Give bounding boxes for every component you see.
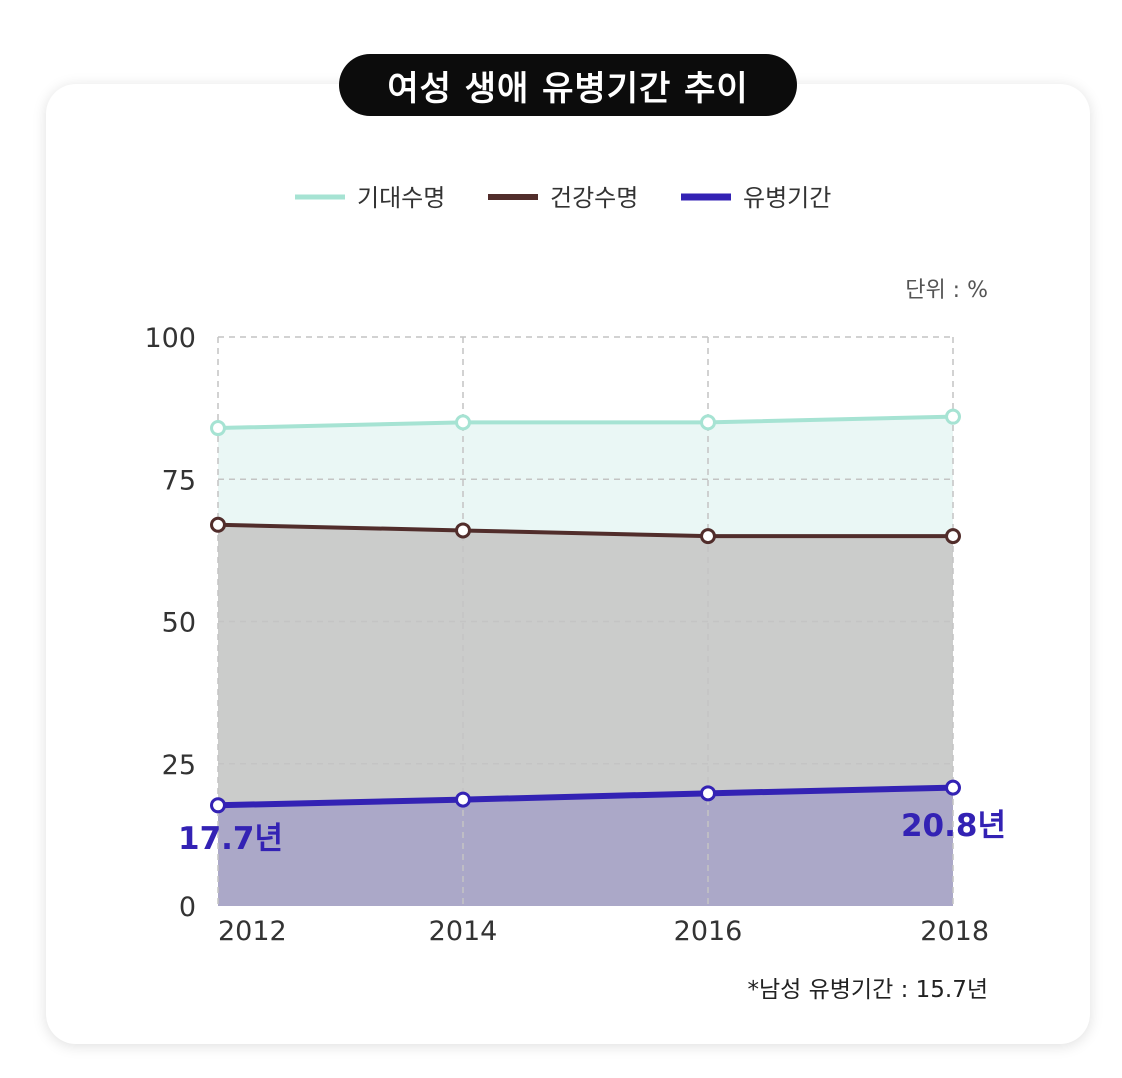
chart-title: 여성 생애 유병기간 추이: [339, 54, 797, 116]
healthy-life-point-2018: [945, 528, 961, 545]
morbidity-line: [217, 784, 954, 809]
morbidity-point-2018: [945, 779, 961, 796]
legend-label: 기대수명: [357, 184, 445, 212]
y-tick-label: 75: [162, 465, 196, 496]
legend-label: 건강수명: [550, 184, 638, 212]
x-tick-label: 2016: [674, 916, 743, 947]
footnote: *남성 유병기간 : 15.7년: [747, 977, 988, 1003]
x-tick-label: 2014: [429, 916, 498, 947]
morbidity-point-2012: [210, 797, 226, 814]
unit-label: 단위 : %: [905, 278, 988, 303]
life-expectancy-point-2016: [700, 414, 716, 431]
morbidity-point-2014: [455, 791, 471, 808]
healthy-life-point-2016: [700, 528, 716, 545]
healthy-life-point-2012: [210, 516, 226, 533]
healthy-life-point-2014: [455, 522, 471, 539]
end-value-label: 20.8년: [901, 808, 1006, 844]
life-expectancy-area: [218, 416, 953, 537]
x-tick-label: 2018: [920, 916, 989, 947]
morbidity-point-2016: [700, 785, 716, 802]
morbidity-area: [218, 787, 953, 906]
legend-item-healthy-life: 건강수명: [488, 184, 638, 212]
legend-item-morbidity: 유병기간: [681, 184, 831, 212]
life-expectancy-point-2014: [455, 414, 471, 431]
y-tick-label: 100: [144, 323, 196, 354]
y-tick-label: 25: [162, 750, 196, 781]
healthy-life-area: [218, 524, 953, 806]
y-tick-label: 50: [162, 608, 196, 639]
start-value-label: 17.7년: [178, 821, 283, 857]
life-expectancy-point-2012: [210, 420, 226, 437]
legend-item-life-expectancy: 기대수명: [295, 184, 445, 212]
x-tick-label: 2012: [218, 916, 287, 947]
life-expectancy-line: [217, 414, 954, 431]
healthy-life-line: [217, 522, 953, 539]
y-tick-label: 0: [179, 892, 196, 923]
legend-label: 유병기간: [743, 184, 831, 212]
life-expectancy-point-2018: [945, 408, 961, 425]
